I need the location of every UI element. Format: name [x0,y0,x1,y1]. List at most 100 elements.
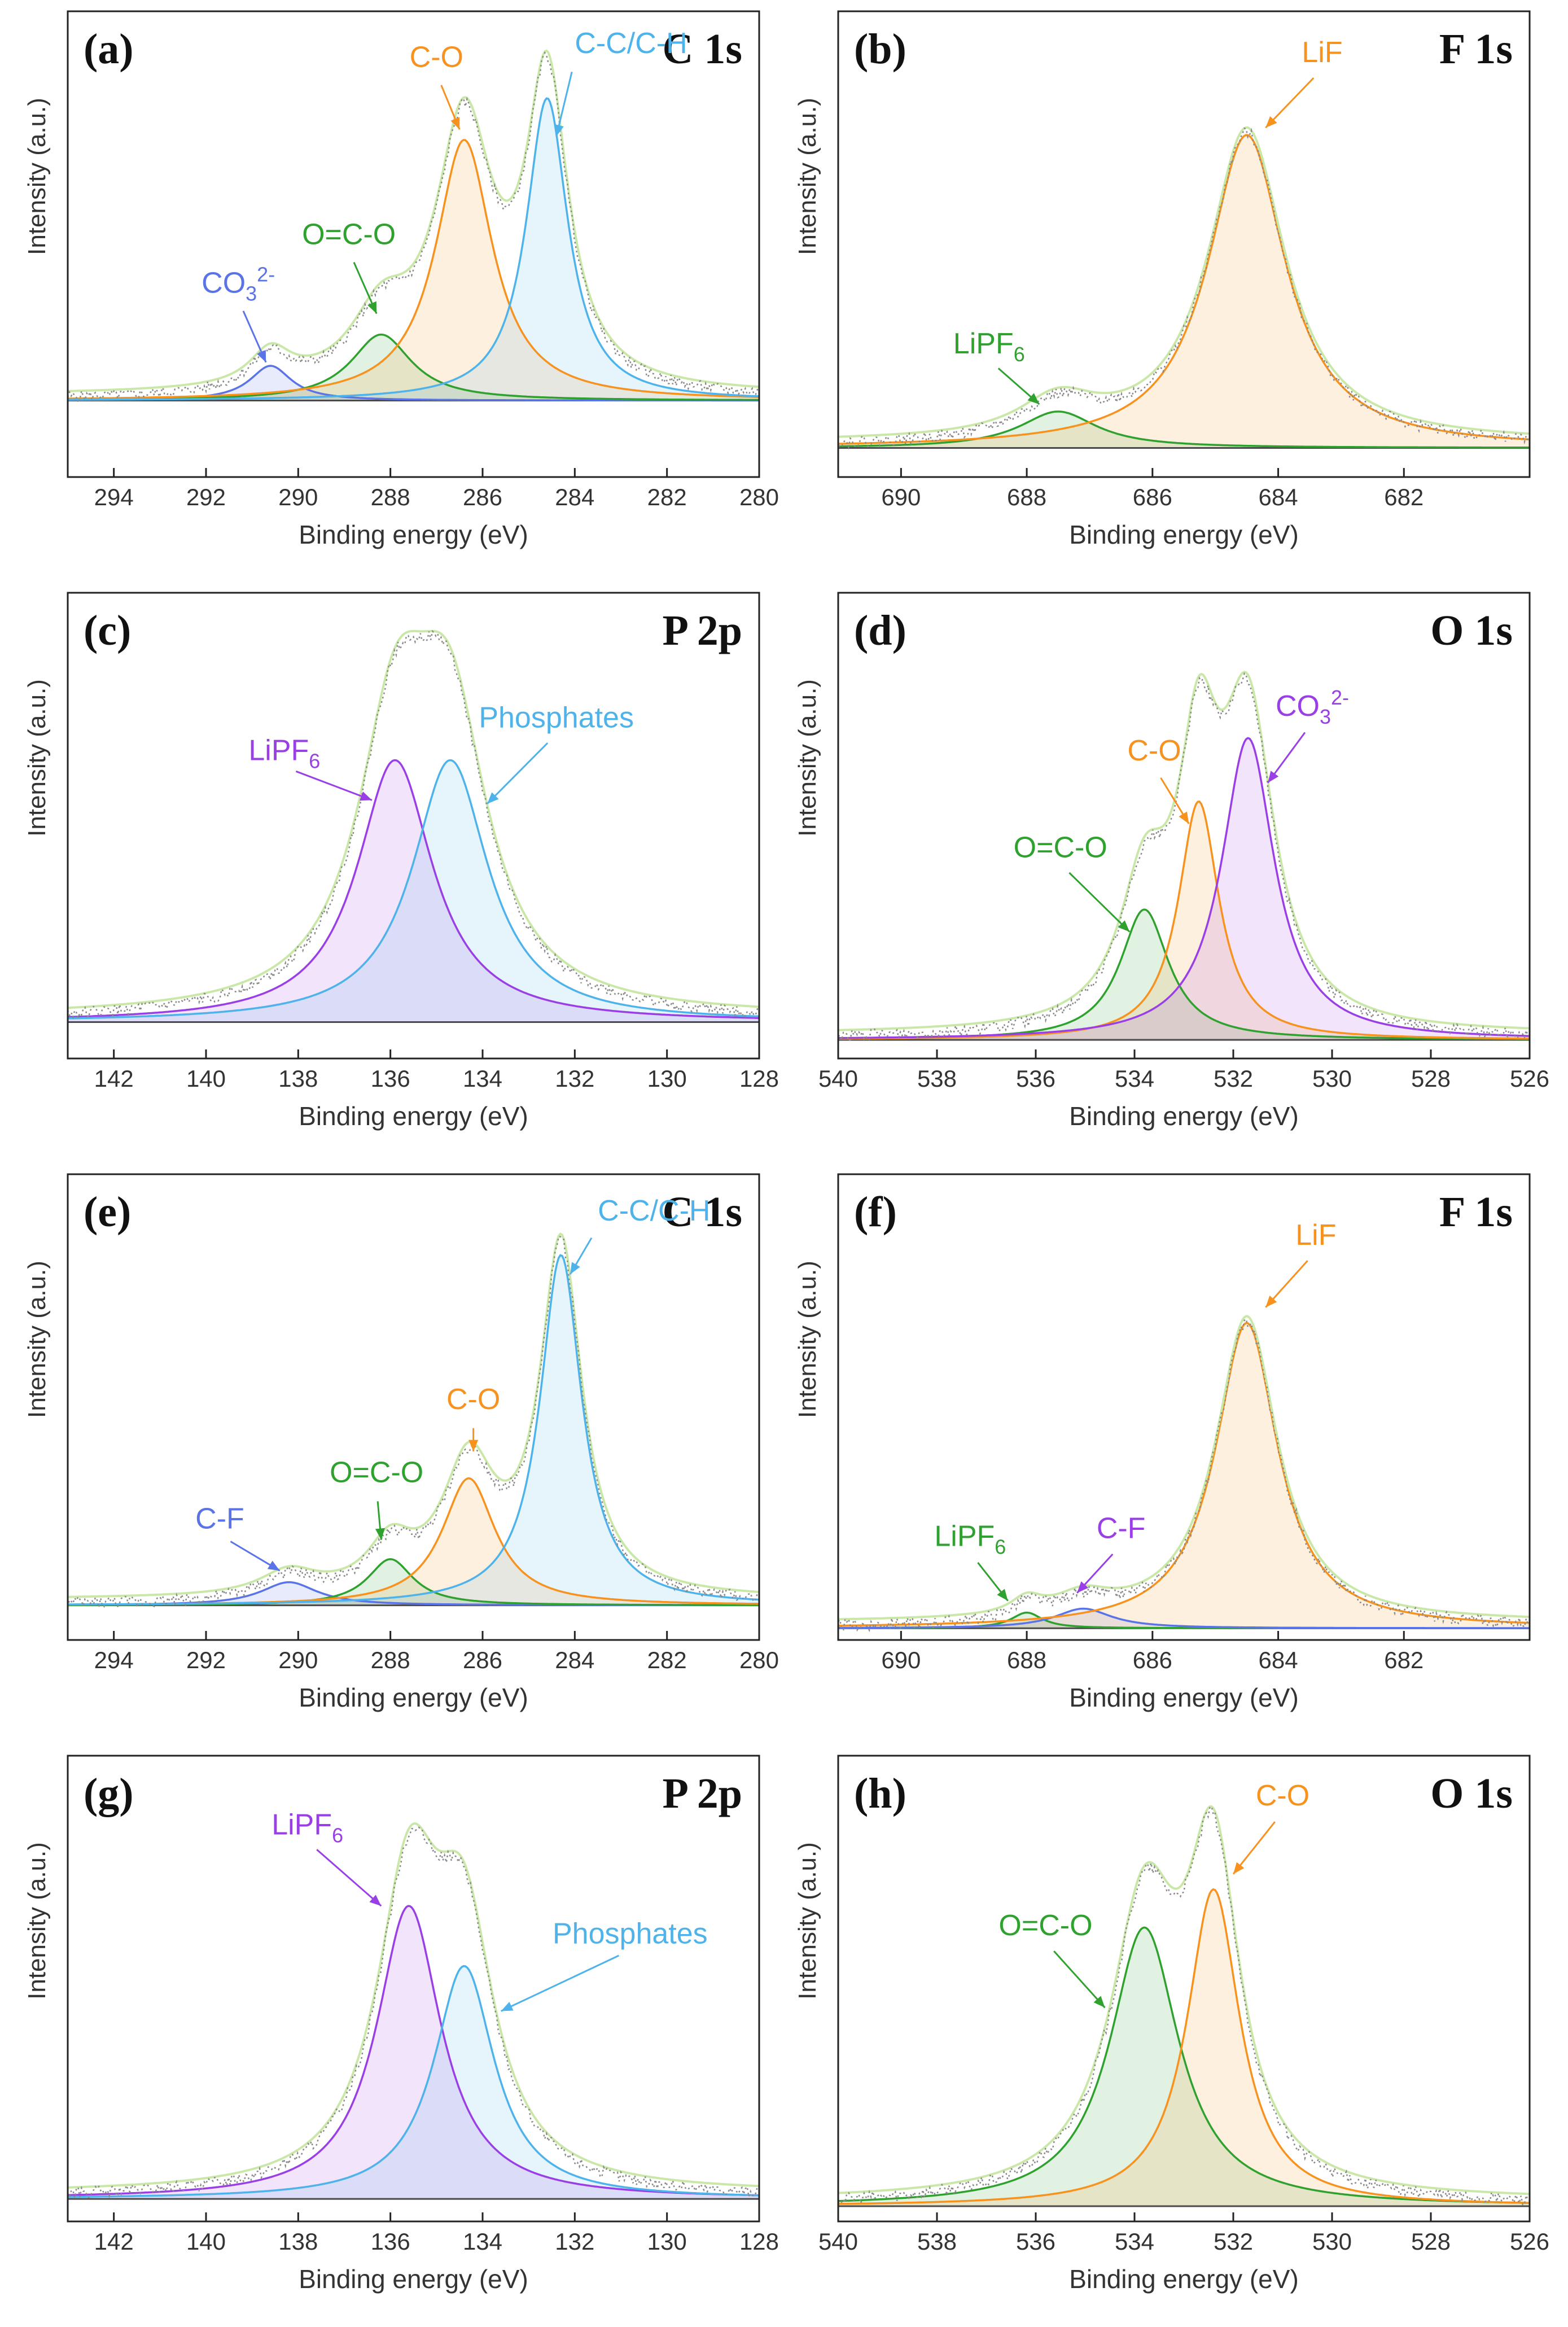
annotation-arrowhead [468,1440,479,1451]
peak-label-text: LiF [1302,36,1342,69]
peak-fill-1 [68,760,759,1022]
x-tick-label: 536 [1016,2228,1055,2255]
x-tick-label: 130 [647,1065,687,1092]
y-axis-label: Intensity (a.u.) [23,1842,51,2000]
peak-label: Phosphates [553,1918,708,1950]
envelope-curve [838,1315,1530,1621]
annotation-arrowhead [257,349,266,362]
peak-fill-1 [838,802,1530,1040]
plot-frame [67,592,760,1060]
panel-c: 142 140 138 136 134 132 130 128 Binding energy (… [23,592,779,1131]
peak-label-text: C-F [195,1502,244,1535]
peak-curve-phosphates [68,759,759,1020]
annotation-arrow [295,770,373,801]
x-tick-label: 538 [917,2228,957,2255]
y-axis-label: Intensity (a.u.) [794,679,821,837]
peak-curve-c-c-c-h [68,97,759,401]
peak-label: O=C-O [302,218,396,251]
peak-label-text: C-O [1256,1779,1309,1812]
peak-fill-1 [838,1889,1530,2206]
annotation-arrowhead [375,1528,386,1540]
peak-label-subscript: 3 [1320,705,1331,728]
peak-label: LiF [1295,1219,1336,1252]
x-tick-label: 134 [463,1065,502,1092]
panel-title: O 1s [1430,607,1513,654]
plot-area [68,49,759,403]
panel-letter: (b) [854,25,906,73]
peak-label-text: LiPF [248,734,309,767]
plot-frame [67,1755,760,2223]
peak-fill-2 [68,139,759,401]
peak-label: C-O [446,1383,500,1416]
x-axis-label: Binding energy (eV) [299,1101,528,1131]
x-tick-label: 690 [881,484,921,510]
annotation-arrowhead [1093,1996,1105,2008]
x-tick-label: 142 [94,2228,134,2255]
peak-label: O=C-O [1014,832,1107,864]
x-tick-label: 288 [371,1647,410,1673]
annotation-arrowhead [487,792,499,804]
peak-fill-3 [68,1255,759,1606]
plot-frame [67,1173,760,1641]
panel-letter: (g) [84,1770,134,1817]
x-tick-label: 288 [371,484,410,510]
x-tick-label: 528 [1411,1065,1451,1092]
peak-label-subscript: 3 [246,282,257,305]
peak-label-text: CO [202,267,246,300]
panel-h: 540 538 536 534 532 530 528 526 Binding energy (… [794,1755,1549,2294]
x-tick-label: 538 [917,1065,957,1092]
x-tick-label: 140 [186,2228,226,2255]
peak-fill-0 [68,1906,759,2199]
x-tick-label: 292 [186,1647,226,1673]
panel-g: 142 140 138 136 134 132 130 128 Binding energy (… [23,1755,779,2294]
peak-label: C-O [1127,734,1181,767]
peak-fill-1 [68,1559,759,1606]
x-tick-label: 532 [1214,1065,1253,1092]
annotation-arrow [316,1849,382,1907]
annotation-arrowhead [367,301,377,314]
x-tick-label: 138 [278,2228,318,2255]
panel-title: O 1s [1430,1770,1513,1817]
plot-frame [837,10,1531,478]
y-axis-label: Intensity (a.u.) [794,98,821,255]
annotation-arrowhead [1179,811,1189,824]
envelope-curve [838,671,1530,1031]
peak-label-text: C-F [1097,1512,1146,1545]
annotation-arrow [1265,77,1315,129]
peak-fill-0 [68,366,759,401]
peak-label: CO32- [202,263,275,305]
peak-fill-1 [838,135,1530,448]
peak-curve-c-o [838,801,1530,1040]
x-tick-label: 534 [1115,2228,1154,2255]
x-axis-label: Binding energy (eV) [1069,520,1299,549]
x-tick-label: 292 [186,484,226,510]
peak-label: O=C-O [998,1909,1092,1942]
peak-fill-0 [838,909,1530,1040]
annotation-arrowhead [997,1589,1008,1601]
peak-label-text: LiF [1295,1219,1336,1252]
annotation-arrow [501,1954,620,2012]
x-axis-label: Binding energy (eV) [299,2264,528,2294]
x-tick-label: 136 [371,1065,410,1092]
panel-title: P 2p [663,607,743,654]
panel-title: F 1s [1439,1188,1513,1236]
peak-curve-c-o [838,1888,1530,2205]
peak-curve-c-c-c-h [68,1254,759,1606]
annotation-arrow [1053,1950,1106,2009]
x-axis-label: Binding energy (eV) [1069,1101,1299,1131]
plot-area [838,1805,1530,2207]
peak-fill-0 [68,760,759,1022]
peak-label: LiF [1302,36,1342,69]
annotation-arrowhead [1265,1295,1277,1307]
raw-data-curve [68,629,759,1021]
y-axis-label: Intensity (a.u.) [23,1261,51,1418]
peak-curve-phosphates [68,1965,759,2198]
peak-curve-lipf6 [838,410,1530,449]
peak-label: Phosphates [479,701,634,734]
peak-label: LiPF6 [953,327,1025,366]
x-tick-label: 286 [463,484,502,510]
panel-f: 690 688 686 684 682 Binding energy (eV) Intens… [794,1173,1531,1712]
x-tick-label: 294 [94,484,134,510]
